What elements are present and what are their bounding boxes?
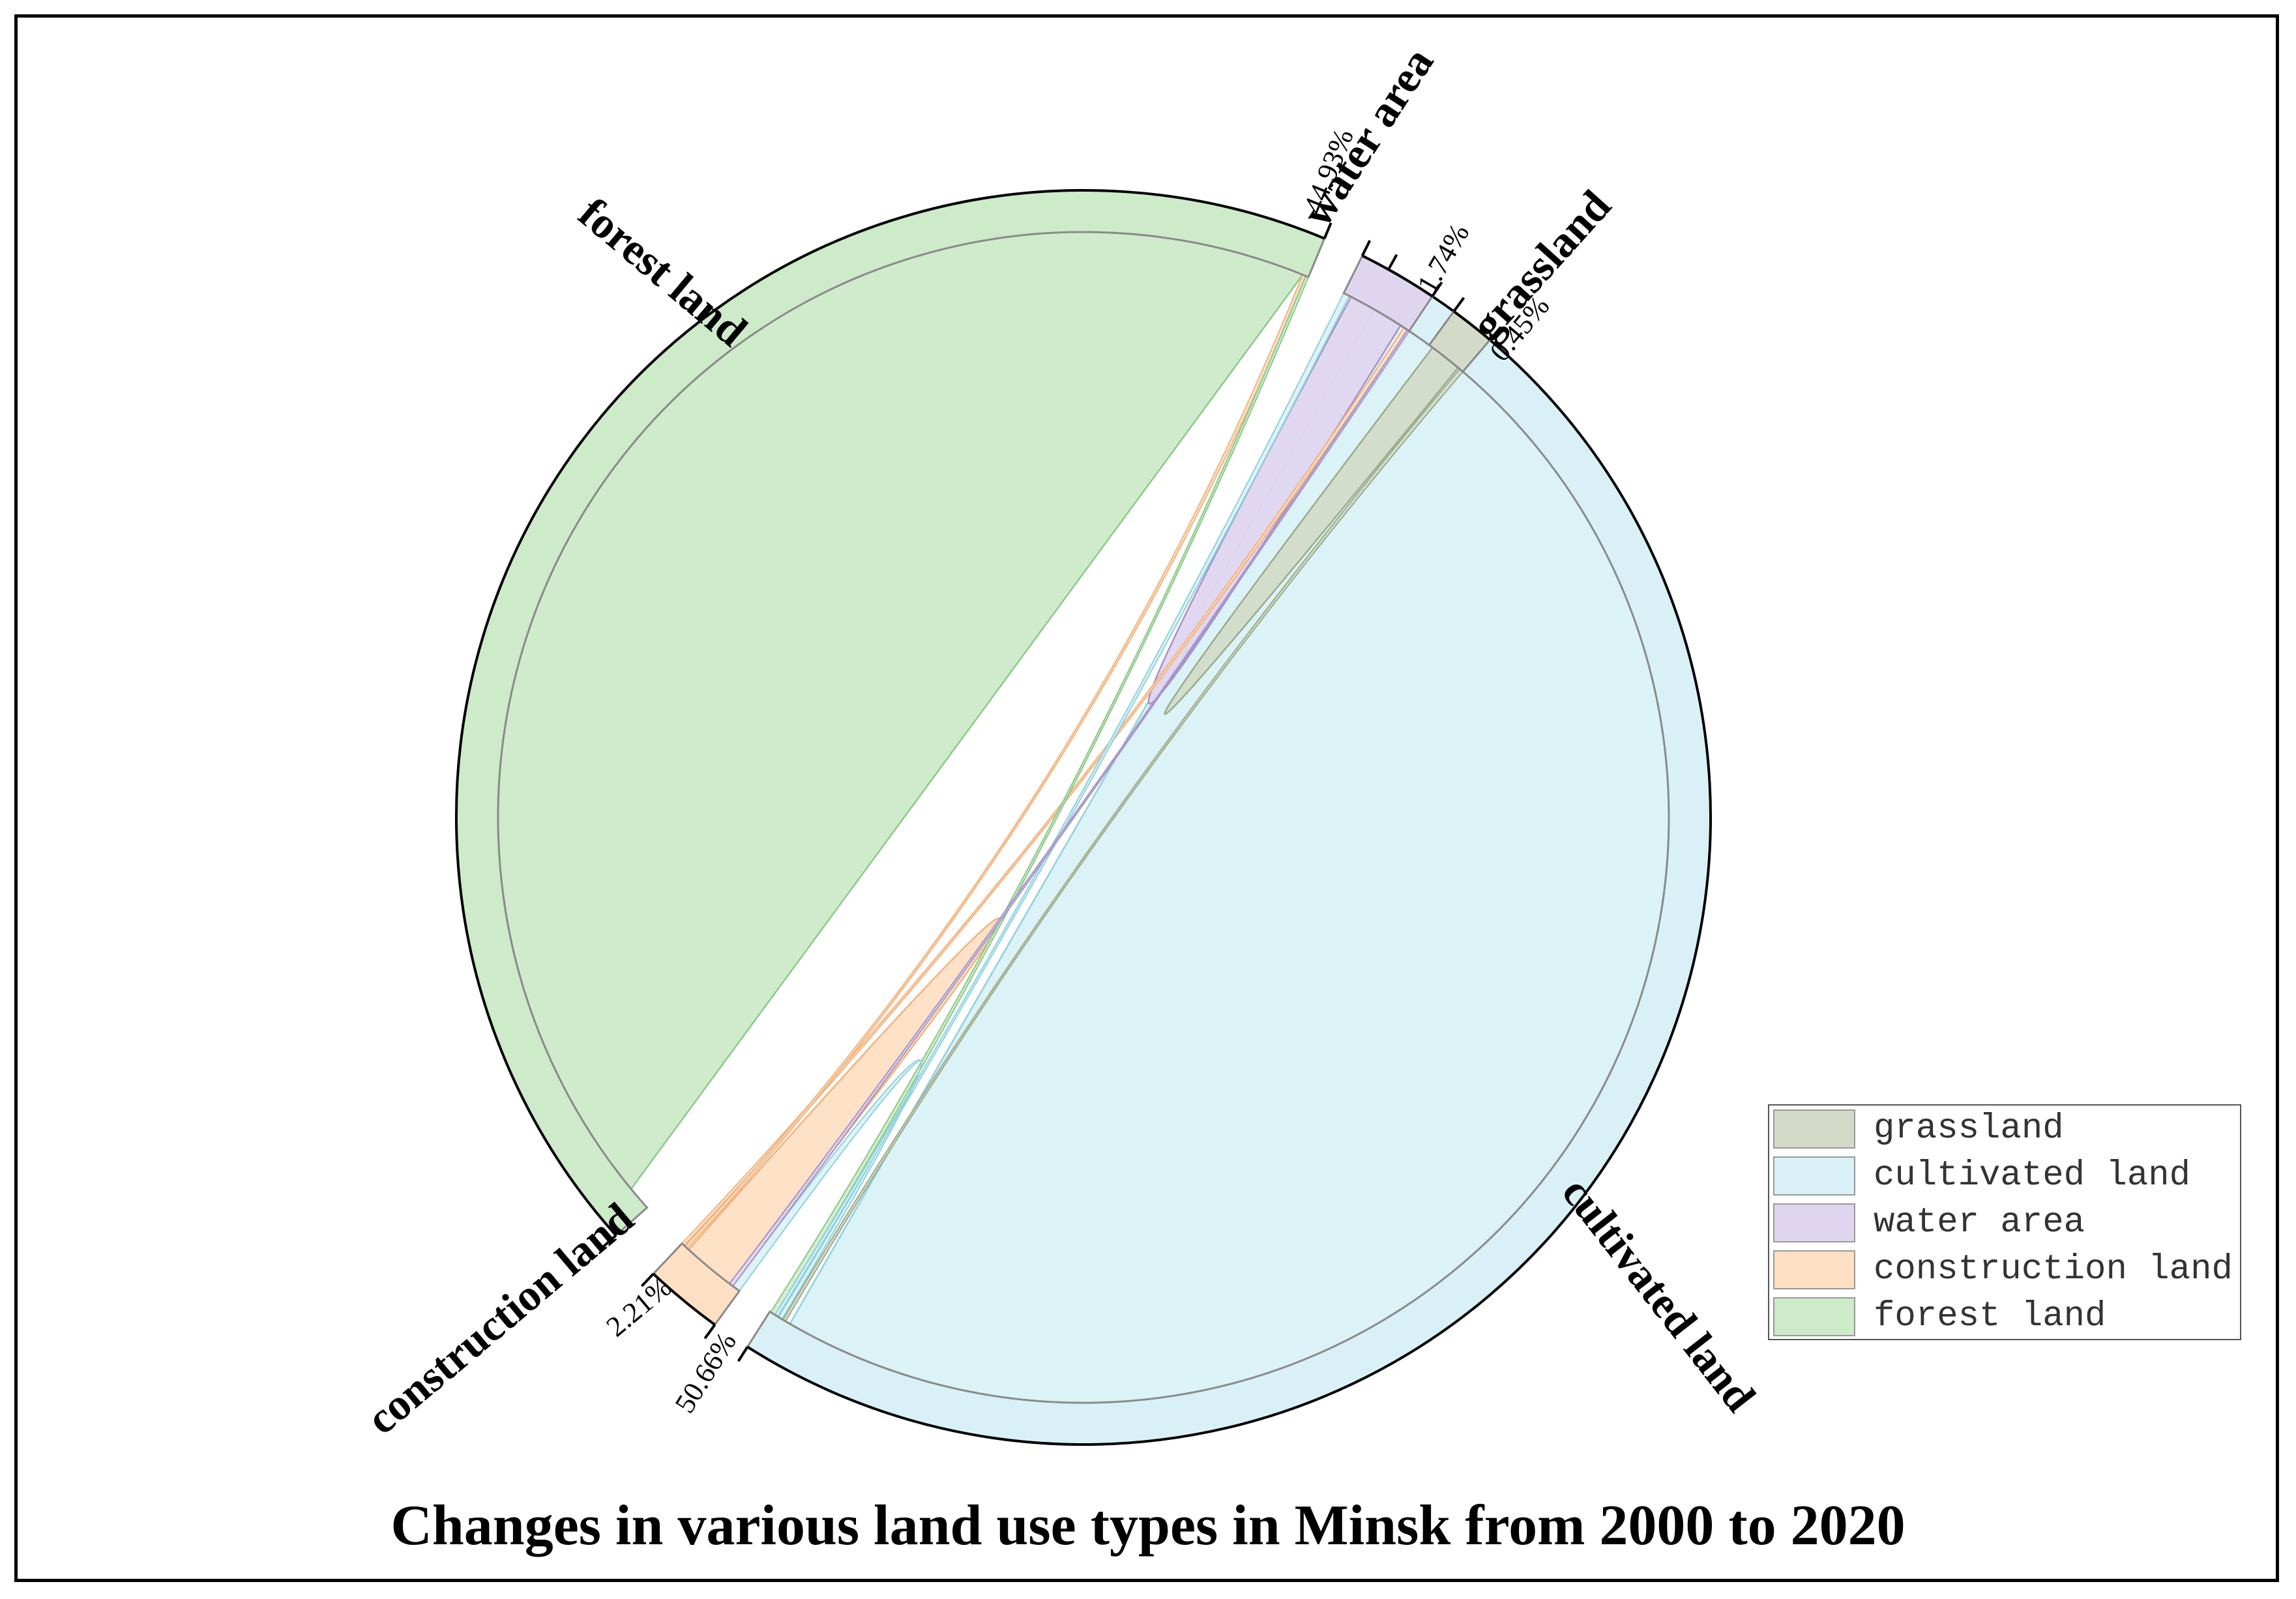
legend-label-cultivated-land: cultivated land [1874,1156,2191,1196]
arc-rim-construction-land [652,1272,716,1326]
legend-item-water-area: water area [1769,1199,2240,1246]
arc-tick-forest-land-0 [602,1234,617,1248]
arc-rim-cultivated-land [746,268,1713,1446]
pct-construction-land: 2.21% [600,1271,678,1343]
legend-label-water-area: water area [1874,1203,2085,1242]
category-arcs [455,189,1713,1446]
arc-tick-grassland-1 [1488,326,1502,341]
legend-item-grassland: grassland [1769,1106,2240,1152]
legend-item-forest-land: forest land [1769,1293,2240,1340]
legend-swatch-cultivated-land [1773,1156,1855,1196]
chord-construction-land-self [687,917,1001,1285]
arc-tick-cultivated-land-1 [737,1346,749,1362]
legend-label-construction-land: construction land [1874,1250,2233,1289]
arc-tick-water-area-0 [1361,240,1372,257]
legend-item-construction-land: construction land [1769,1246,2240,1293]
chord-grassland-self [1164,346,1460,715]
arc-tick-cultivated-land-0 [1387,254,1398,271]
chart-frame [14,14,2279,1582]
arc-tick-construction-land-1 [640,1272,655,1287]
arc-rim-forest-land [455,189,1325,1237]
arc-tick-forest-land-1 [1323,222,1332,239]
arc-rim-water-area [1361,254,1434,298]
label-cultivated-land: cultivated land [1553,1168,1765,1421]
chord-ribbons [497,231,1670,1403]
legend-swatch-water-area [1773,1203,1855,1242]
pct-water-area: 1.74% [1411,218,1475,299]
legend-swatch-construction-land [1773,1250,1855,1289]
label-forest-land: forest land [570,188,757,356]
chart-title: Changes in various land use types in Min… [390,1494,1906,1557]
legend: grassland cultivated land water area constr… [1768,1104,2241,1340]
legend-item-cultivated-land: cultivated land [1769,1152,2240,1199]
legend-label-forest-land: forest land [1874,1297,2106,1336]
legend-label-grassland: grassland [1874,1109,2064,1149]
arc-tick-construction-land-0 [703,1324,716,1340]
arc-tick-water-area-1 [1431,281,1443,297]
arc-tick-grassland-0 [1452,297,1465,312]
arc-rim-grassland [1452,310,1491,341]
legend-swatch-forest-land [1773,1297,1855,1336]
pct-cultivated-land: 50.66% [669,1327,743,1418]
legend-swatch-grassland [1773,1109,1855,1149]
